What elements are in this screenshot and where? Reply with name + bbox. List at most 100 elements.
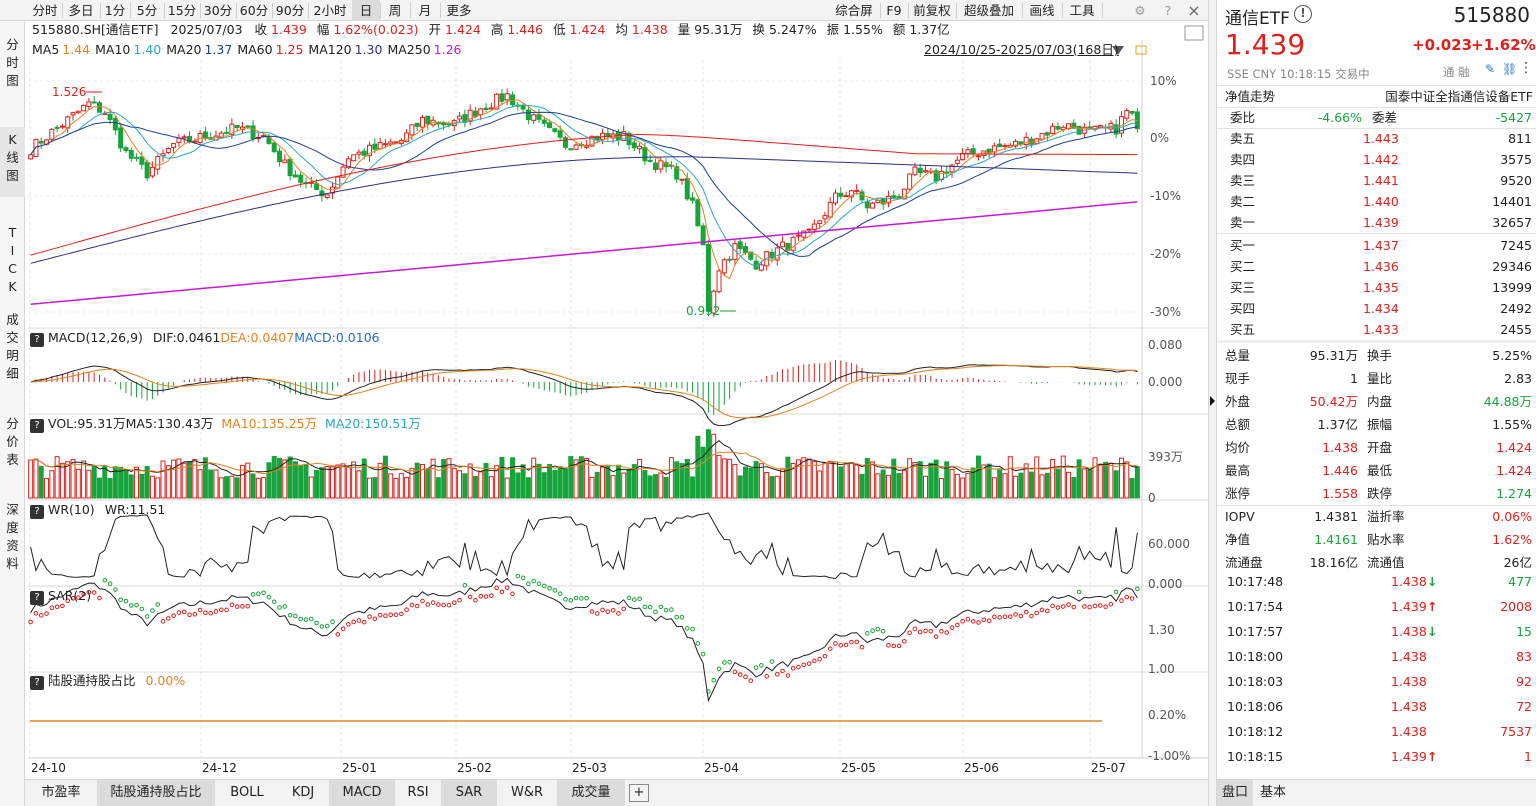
help-icon[interactable]: ? — [30, 676, 44, 690]
book-row[interactable]: 卖二 1.440 14401 — [1217, 191, 1536, 212]
period-1[interactable]: 多日 — [68, 3, 94, 18]
toolbar-button-5[interactable]: 工具 — [1069, 3, 1095, 18]
book-row[interactable]: 卖四 1.442 3575 — [1217, 149, 1536, 170]
wp-icon[interactable] — [1184, 25, 1204, 41]
help-circle-icon[interactable]: ? — [1164, 3, 1172, 18]
left-tab-3[interactable]: 成 交 明 细 — [6, 312, 19, 381]
ma-label: MA5 — [32, 42, 60, 57]
panel-divider[interactable] — [1208, 0, 1217, 806]
candle-body — [695, 199, 701, 227]
indicator-tab-6[interactable]: SAR — [441, 780, 497, 806]
book-row[interactable]: 卖五 1.443 811 — [1217, 128, 1536, 149]
alert-icon[interactable]: ! — [1294, 5, 1312, 23]
edit-icon[interactable]: ✎ — [1485, 62, 1496, 76]
tick-volume: 2008 — [1500, 599, 1532, 614]
help-icon[interactable]: ? — [30, 419, 44, 433]
period-10[interactable]: 周 — [388, 3, 402, 18]
book-row[interactable]: 买四 1.434 2492 — [1217, 298, 1536, 319]
volume-bar — [938, 477, 944, 499]
left-tab-5[interactable]: 深 度 资 料 — [6, 502, 19, 571]
candle-body — [425, 115, 431, 125]
indicator-tab-4[interactable]: MACD — [329, 780, 395, 806]
dropdown-triangle-icon[interactable] — [1112, 46, 1124, 55]
candle-body — [711, 290, 717, 314]
book-row[interactable]: 买三 1.435 13999 — [1217, 277, 1536, 298]
candle-body — [441, 122, 447, 126]
volume-bar — [1113, 470, 1119, 499]
link-icon[interactable]: ⛓ — [1502, 62, 1518, 76]
date-range[interactable]: 2024/10/25-2025/07/03(168日) — [924, 42, 1119, 57]
toolbar-button-4[interactable]: 画线 — [1029, 3, 1055, 18]
period-12[interactable]: 更多 — [446, 3, 472, 18]
period-7[interactable]: 90分 — [275, 3, 305, 18]
sar-dot — [1066, 602, 1071, 607]
indicator-tab-0[interactable]: 市盈率 — [41, 785, 81, 800]
candle-body — [637, 145, 643, 150]
ma-label: MA120 — [308, 42, 352, 57]
toolbar-separator — [380, 3, 381, 18]
book-row[interactable]: 卖三 1.441 9520 — [1217, 170, 1536, 191]
sar-dot — [552, 588, 558, 593]
candle-body — [298, 174, 304, 183]
kline-chart[interactable]: 24-10 24-12 25-01 25-02 25-03 25-04 25-05 25-06… — [0, 0, 1208, 806]
book-row[interactable]: 买二 1.436 29346 — [1217, 256, 1536, 277]
left-tab-1[interactable]: K 线 图 — [0, 127, 25, 197]
volume-bar — [197, 469, 203, 499]
nav-row[interactable]: 净值走势 国泰中证全指通信设备ETF — [1217, 86, 1536, 107]
help-icon[interactable]: ? — [30, 591, 44, 605]
toolbar-button-0[interactable]: 综合屏 — [835, 3, 873, 18]
indicator-tab-7[interactable]: W&R — [510, 785, 544, 800]
indicator-tab-2[interactable]: BOLL — [230, 785, 264, 800]
period-3[interactable]: 5分 — [136, 3, 158, 18]
period-9[interactable]: 日 — [352, 0, 380, 21]
more-icon[interactable]: ⋮ — [1519, 60, 1533, 76]
period-6[interactable]: 60分 — [239, 3, 269, 18]
candle-body — [234, 124, 240, 128]
left-tab-0[interactable]: 分 时 图 — [6, 37, 19, 88]
period-2[interactable]: 1分 — [104, 3, 126, 18]
volume-bar — [292, 461, 298, 499]
sar-price-line — [30, 577, 1138, 703]
volume-bar — [118, 466, 124, 499]
period-8[interactable]: 2小时 — [313, 3, 347, 18]
close-value: 1.439 — [271, 22, 307, 37]
toolbar-button-3[interactable]: 超级叠加 — [963, 3, 1014, 18]
quote-info-line: 515880.SH[通信ETF] 2025/07/03 收 1.439 幅 1.… — [32, 22, 950, 38]
tab-pankou[interactable]: 盘口 — [1217, 780, 1253, 806]
sar-dot — [1018, 613, 1024, 619]
tick-volume: 72 — [1516, 699, 1532, 714]
help-icon[interactable]: ? — [30, 333, 44, 347]
indicator-tab-8[interactable]: 成交量 — [557, 780, 625, 806]
toolbar-button-2[interactable]: 前复权 — [913, 3, 951, 18]
book-row[interactable]: 买五 1.433 2455 — [1217, 319, 1536, 340]
add-indicator-icon[interactable]: + — [629, 784, 649, 802]
period-4[interactable]: 15分 — [167, 3, 197, 18]
left-tab-2[interactable]: T I C K — [8, 225, 17, 294]
sar-dot — [1055, 605, 1061, 610]
sar-dot — [976, 620, 981, 625]
period-5[interactable]: 30分 — [203, 3, 233, 18]
help-icon[interactable]: ? — [30, 505, 44, 519]
period-11[interactable]: 月 — [418, 3, 432, 18]
lock-icon[interactable] — [1135, 45, 1147, 55]
high-label: 高 — [490, 22, 504, 37]
left-tab-4[interactable]: 分 价 表 — [6, 416, 19, 467]
stat-label: 均价 — [1225, 440, 1251, 455]
candle-body — [690, 197, 696, 201]
settings-icon[interactable]: ⚙ — [1134, 3, 1146, 18]
period-0[interactable]: 分时 — [32, 3, 58, 18]
close-icon[interactable]: × — [1187, 1, 1201, 20]
volume-bar — [960, 477, 966, 499]
volume-bar — [838, 466, 844, 499]
tab-basic[interactable]: 基本 — [1259, 785, 1286, 800]
toolbar-button-1[interactable]: F9 — [886, 3, 902, 18]
candle-body — [181, 136, 187, 139]
indicator-tab-1[interactable]: 陆股通持股占比 — [97, 780, 215, 806]
indicator-tab-3[interactable]: KDJ — [291, 785, 315, 800]
collapse-arrow-icon[interactable] — [1210, 396, 1215, 406]
book-row[interactable]: 买一 1.437 7245 — [1217, 235, 1536, 256]
indicator-tab-5[interactable]: RSI — [407, 785, 429, 800]
book-row[interactable]: 卖一 1.439 32657 — [1217, 212, 1536, 233]
candle-body — [107, 113, 113, 120]
volume-bar — [314, 469, 320, 499]
